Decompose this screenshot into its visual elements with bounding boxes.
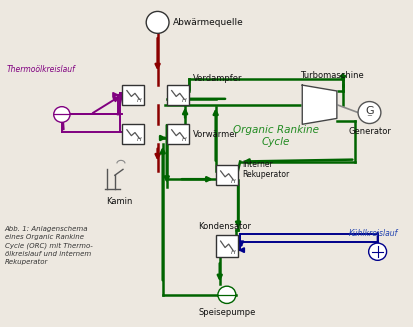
Circle shape [358, 102, 381, 124]
Text: Verdampfer: Verdampfer [192, 74, 242, 83]
Text: H: H [231, 250, 235, 255]
Bar [122, 124, 145, 144]
Text: Generator: Generator [348, 128, 391, 136]
Text: ~: ~ [367, 113, 373, 119]
Text: H: H [182, 137, 187, 143]
Circle shape [218, 286, 236, 303]
Text: Abwärmequelle: Abwärmequelle [173, 18, 244, 27]
Text: H: H [182, 98, 187, 103]
Text: Turbomaschine: Turbomaschine [300, 71, 364, 80]
Text: H: H [231, 179, 235, 184]
Text: Abb. 1: Anlagenschema
eines Organic Rankine
Cycle (ORC) mit Thermo-
ölkreislauf : Abb. 1: Anlagenschema eines Organic Rank… [5, 226, 93, 265]
Text: G: G [365, 106, 374, 116]
Circle shape [54, 107, 70, 122]
Text: Speisepumpe: Speisepumpe [198, 308, 256, 317]
Bar [216, 235, 238, 257]
Bar [216, 165, 238, 185]
Bar [122, 85, 145, 105]
Polygon shape [302, 85, 337, 124]
Text: H: H [137, 98, 142, 103]
Circle shape [369, 243, 387, 260]
Text: Vorwärmer: Vorwärmer [192, 130, 238, 139]
Bar [167, 85, 189, 105]
Circle shape [146, 11, 169, 33]
Text: Thermoölkreislauf: Thermoölkreislauf [7, 65, 76, 74]
Text: Interner
Rekuperator: Interner Rekuperator [242, 160, 290, 179]
Text: Organic Rankine
Cycle: Organic Rankine Cycle [233, 125, 319, 147]
Text: Kühlkreislauf: Kühlkreislauf [349, 229, 398, 238]
Text: Kondensator: Kondensator [198, 222, 252, 231]
Bar [167, 124, 189, 144]
Text: Kamin: Kamin [106, 197, 132, 206]
Text: H: H [137, 137, 142, 143]
